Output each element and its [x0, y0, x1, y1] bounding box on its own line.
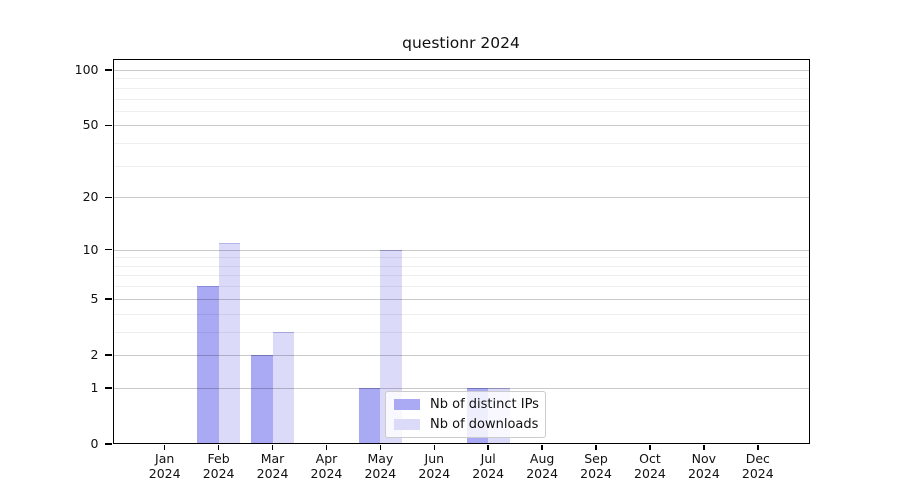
x-tick-month: Oct: [639, 451, 661, 466]
x-tick-month: Jan: [155, 451, 175, 466]
bar-distinct-ips-mar: [250, 354, 273, 444]
y-tick-mark: [105, 443, 112, 445]
gridline: [114, 354, 809, 356]
x-tick-label: Mar 2024: [245, 451, 301, 481]
x-tick-month: Sep: [584, 451, 608, 466]
legend-label-downloads: Nb of downloads: [430, 416, 539, 432]
x-tick-year: 2024: [741, 466, 774, 481]
x-tick-label: Sep 2024: [568, 451, 624, 481]
x-tick-year: 2024: [310, 466, 343, 481]
y-tick-mark: [105, 124, 112, 127]
gridline: [114, 275, 809, 277]
y-tick-mark: [105, 248, 112, 251]
gridline: [114, 125, 809, 127]
x-tick-month: Jul: [480, 451, 496, 466]
x-tick-year: 2024: [472, 466, 505, 481]
y-tick-label: 20: [82, 189, 99, 205]
y-tick-label: 10: [82, 241, 99, 257]
x-tick-mark: [487, 445, 489, 450]
x-tick-mark: [271, 445, 274, 450]
x-tick-mark: [595, 445, 597, 450]
gridline: [114, 265, 809, 267]
x-tick-mark: [379, 445, 382, 450]
x-tick-label: Aug 2024: [514, 451, 570, 481]
x-tick-month: Aug: [529, 451, 555, 466]
x-tick-mark: [325, 445, 328, 450]
x-tick-year: 2024: [364, 466, 397, 481]
y-tick-mark: [105, 69, 112, 71]
gridline: [114, 331, 809, 333]
x-tick-mark: [703, 445, 705, 450]
y-tick-label: 1: [90, 379, 99, 395]
x-tick-mark: [649, 445, 651, 450]
x-tick-year: 2024: [202, 466, 235, 481]
bar-downloads-mar: [272, 331, 295, 444]
bar-distinct-ips-feb: [197, 286, 219, 444]
x-tick-month: Nov: [691, 451, 717, 466]
legend-label-distinct-ips: Nb of distinct IPs: [430, 397, 539, 413]
x-tick-label: Jul 2024: [460, 451, 516, 481]
gridline: [114, 387, 809, 389]
gridline: [114, 257, 809, 259]
x-tick-mark: [433, 445, 436, 450]
x-tick-month: Jun: [424, 451, 445, 466]
legend-swatch-downloads: [394, 418, 420, 430]
legend: Nb of distinct IPs Nb of downloads: [385, 391, 546, 438]
x-tick-year: 2024: [687, 466, 720, 481]
gridline: [114, 197, 809, 199]
gridline: [114, 110, 809, 112]
x-tick-month: May: [367, 451, 394, 466]
legend-swatch-distinct-ips: [394, 399, 420, 411]
x-tick-label: Apr 2024: [298, 451, 354, 481]
x-tick-label: Jun 2024: [406, 451, 462, 481]
x-tick-mark: [163, 445, 166, 450]
bar-distinct-ips-may: [358, 387, 381, 444]
x-tick-label: Jan 2024: [137, 451, 193, 481]
x-tick-year: 2024: [418, 466, 451, 481]
x-tick-year: 2024: [526, 466, 559, 481]
gridline: [114, 70, 809, 71]
gridline: [114, 286, 809, 288]
x-tick-year: 2024: [148, 466, 181, 481]
x-tick-mark: [757, 445, 759, 450]
x-tick-month: Dec: [745, 451, 770, 466]
x-tick-year: 2024: [580, 466, 612, 481]
x-tick-month: Mar: [260, 451, 285, 466]
bar-downloads-feb: [218, 242, 241, 444]
gridline: [114, 165, 809, 167]
x-tick-label: Dec 2024: [730, 451, 786, 481]
x-tick-year: 2024: [634, 466, 666, 481]
x-tick-label: Oct 2024: [622, 451, 678, 481]
chart-title: questionr 2024: [402, 34, 520, 52]
gridline: [114, 98, 809, 100]
x-tick-year: 2024: [256, 466, 289, 481]
gridline: [114, 313, 809, 315]
y-tick-label: 50: [82, 117, 99, 133]
y-tick-mark: [105, 387, 112, 389]
y-tick-mark: [105, 354, 112, 356]
gridline: [114, 298, 809, 300]
gridline: [114, 78, 809, 80]
y-tick-label: 100: [74, 62, 99, 77]
x-tick-month: Apr: [315, 451, 338, 466]
x-tick-mark: [217, 445, 220, 450]
x-tick-mark: [541, 445, 543, 450]
x-tick-label: Feb 2024: [191, 451, 247, 481]
y-tick-label: 5: [90, 290, 99, 306]
gridline: [114, 249, 809, 251]
x-tick-label: Nov 2024: [676, 451, 732, 481]
y-tick-mark: [105, 196, 112, 199]
y-tick-label: 2: [90, 346, 99, 362]
legend-entry-distinct-ips: Nb of distinct IPs: [394, 397, 539, 413]
gridline: [114, 143, 809, 145]
x-tick-month: Feb: [207, 451, 230, 466]
legend-entry-downloads: Nb of downloads: [394, 416, 539, 432]
y-tick-mark: [105, 298, 112, 300]
x-tick-label: May 2024: [352, 451, 408, 481]
y-tick-label: 0: [90, 436, 99, 451]
gridline: [114, 87, 809, 89]
